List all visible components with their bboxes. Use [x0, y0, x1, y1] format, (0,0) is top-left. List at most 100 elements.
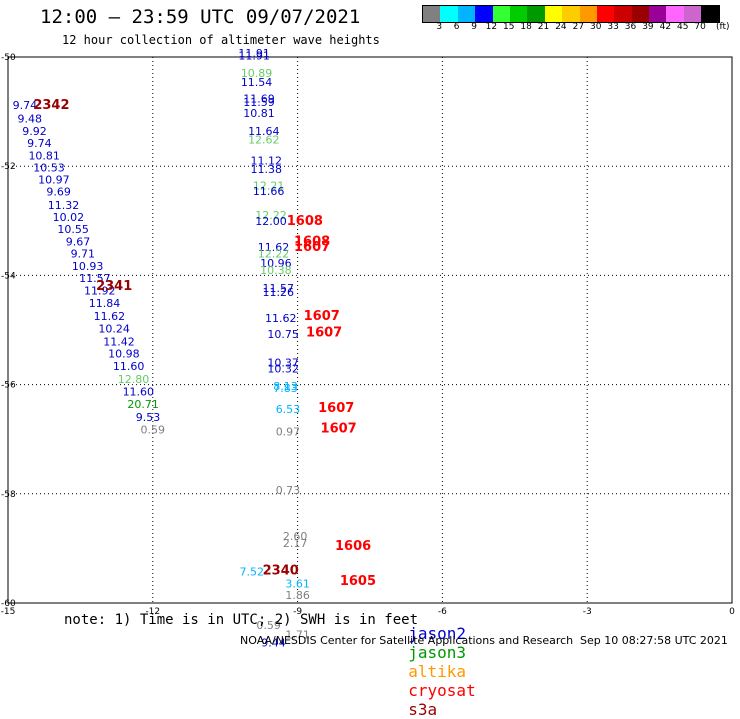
wave-height-label: 11.92 — [84, 285, 116, 298]
color-scale-tick: 6 — [453, 22, 460, 32]
x-tick-label: -15 — [1, 607, 16, 617]
wave-height-label: 11.32 — [48, 199, 80, 212]
wave-height-label: 9.67 — [66, 235, 91, 248]
y-tick-label: -50 — [1, 53, 16, 63]
wave-height-label: 12.22 — [258, 247, 290, 260]
wave-height-label: 10.97 — [38, 174, 70, 187]
wave-height-label: 11.62 — [265, 312, 297, 325]
color-swatch — [423, 6, 441, 22]
legend-altika: altika — [408, 662, 467, 681]
wave-height-label: 11.64 — [248, 125, 280, 138]
wave-height-label: 9.53 — [136, 411, 161, 424]
wave-height-label: 9.74 — [27, 137, 52, 150]
wave-height-label: 11.62 — [258, 241, 290, 254]
pass-time-label: 1608 — [294, 234, 330, 249]
pass-time-label: 1607 — [294, 240, 330, 255]
wave-height-label: 7.83 — [273, 382, 298, 395]
color-scale-tick: 45 — [677, 22, 689, 32]
pass-time-label: 2340 — [263, 564, 299, 579]
pass-time-label: 1607 — [318, 401, 354, 416]
wave-height-label: 10.02 — [53, 211, 85, 224]
wave-height-label: 9.48 — [17, 113, 42, 126]
legend-s3a: s3a — [408, 700, 438, 719]
pass-time-label: 1607 — [304, 309, 340, 324]
wave-height-label: 10.55 — [57, 223, 89, 236]
color-scale-unit: (ft) — [716, 22, 730, 32]
color-scale-labels: 3 6 9 12 15 18 21 24 27 30 33 36 39 42 45 70 (ft) — [422, 22, 740, 34]
y-tick-label: -54 — [1, 271, 16, 281]
legend-cryosat: cryosat — [408, 681, 476, 700]
wave-height-label: 2.60 — [283, 530, 308, 543]
color-swatch — [666, 6, 684, 22]
wave-height-label: 6.53 — [276, 403, 301, 416]
wave-height-label: 9.92 — [22, 125, 47, 138]
color-swatch — [683, 6, 702, 22]
color-scale-bar — [422, 5, 720, 23]
y-tick-label: -56 — [1, 381, 16, 391]
color-scale-tick: 39 — [642, 22, 654, 32]
color-swatch — [649, 6, 667, 22]
x-tick-label: -3 — [583, 607, 592, 617]
wave-height-label: 11.57 — [79, 272, 111, 285]
wave-height-label: 10.75 — [267, 328, 299, 341]
wave-height-label: 11.91 — [238, 47, 270, 60]
color-scale-tick: 24 — [555, 22, 567, 32]
y-tick-label: -58 — [1, 490, 16, 500]
wave-height-label: 0.59 — [141, 424, 166, 437]
wave-height-label: 10.81 — [28, 150, 60, 163]
color-scale-tick: 33 — [607, 22, 619, 32]
color-scale-tick: 12 — [485, 22, 498, 32]
generated-timestamp: Sep 10 08:27:58 UTC 2021 — [580, 634, 728, 647]
wave-height-label: 12.00 — [255, 215, 287, 228]
color-scale-tick: 9 — [471, 22, 477, 32]
wave-height-label: 10.32 — [267, 363, 299, 376]
wave-height-label: 11.60 — [113, 360, 145, 373]
wave-height-label: 11.59 — [243, 96, 275, 109]
wave-height-label: 11.26 — [263, 286, 295, 299]
color-scale-tick: 21 — [537, 22, 550, 32]
wave-height-label: 12.22 — [255, 209, 287, 222]
legend-jason2: jason2 — [408, 624, 467, 643]
wave-height-label: 8.13 — [273, 380, 298, 393]
y-tick-label: -52 — [1, 162, 16, 172]
x-tick-label: -12 — [145, 607, 160, 617]
color-swatch — [562, 6, 580, 22]
pass-time-label: 1606 — [335, 539, 371, 554]
wave-height-label: 11.62 — [94, 310, 126, 323]
wave-height-label: 9.44 — [261, 637, 286, 650]
wave-height-label: 20.71 — [127, 398, 159, 411]
wave-height-label: 10.96 — [260, 257, 292, 270]
wave-height-label: 11.12 — [250, 155, 282, 168]
wave-height-label: 9.69 — [46, 186, 71, 199]
wave-height-label: 10.53 — [33, 162, 65, 175]
wave-height-label: 1.86 — [285, 589, 310, 602]
wave-height-label: 3.61 — [285, 578, 310, 591]
footnote: note: 1) Time is in UTC; 2) SWH is in fe… — [64, 612, 419, 628]
wave-height-label: 12.21 — [253, 180, 285, 193]
wave-height-label: 9.71 — [71, 247, 96, 260]
wave-height-label: 11.42 — [103, 335, 135, 348]
wave-height-label: 12.62 — [248, 133, 280, 146]
page-title: 12:00 — 23:59 UTC 09/07/2021 — [40, 6, 361, 28]
color-swatch — [457, 6, 476, 22]
plot-frame — [7, 56, 733, 604]
wave-height-label: 11.38 — [250, 163, 282, 176]
x-tick-label: -6 — [438, 607, 447, 617]
pass-time-label: 2342 — [33, 98, 69, 113]
wave-height-label: 11.84 — [89, 297, 121, 310]
pass-time-label: 1605 — [340, 574, 376, 589]
color-swatch — [579, 6, 597, 22]
color-swatch — [596, 6, 615, 22]
credit-text: NOAA/NESDIS Center for Satellite Applica… — [240, 634, 574, 647]
color-swatch — [614, 6, 632, 22]
color-swatch — [631, 6, 650, 22]
color-scale-tick: 36 — [624, 22, 637, 32]
color-scale-tick: 42 — [659, 22, 672, 32]
pass-time-label: 1607 — [306, 326, 342, 341]
wave-height-label: 11.57 — [263, 282, 295, 295]
color-swatch — [475, 6, 493, 22]
color-scale-tick: 30 — [590, 22, 602, 32]
color-scale-tick: 70 — [694, 22, 706, 32]
wave-height-label: 9.74 — [13, 99, 38, 112]
color-swatch — [440, 6, 458, 22]
